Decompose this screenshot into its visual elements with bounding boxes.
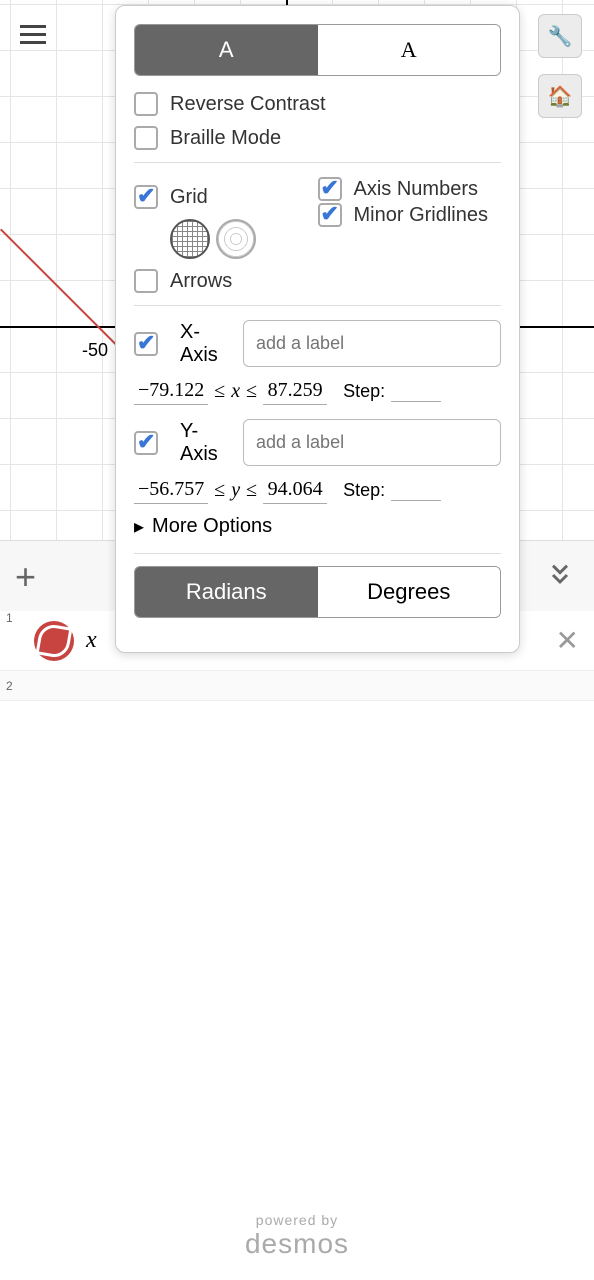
axis-numbers-label: Axis Numbers (354, 178, 478, 201)
chevron-right-icon: ▸ (134, 514, 144, 539)
divider (134, 305, 501, 306)
cartesian-grid-icon[interactable] (170, 219, 210, 259)
settings-button[interactable]: 🔧 (538, 14, 582, 58)
x-axis-label-input[interactable] (243, 320, 501, 367)
chevron-double-down-icon (546, 561, 574, 589)
x-range-row: −79.122 ≤ x ≤ 87.259 Step: (134, 377, 501, 405)
reverse-contrast-row[interactable]: Reverse Contrast (134, 92, 501, 116)
y-range-row: −56.757 ≤ y ≤ 94.064 Step: (134, 476, 501, 504)
radians-button[interactable]: Radians (135, 567, 318, 617)
expression-index: 2 (0, 679, 30, 693)
x-step-label: Step: (343, 381, 385, 402)
theme-light-button[interactable]: A (318, 25, 501, 75)
x-axis-checkbox[interactable] (134, 332, 158, 356)
arrows-label: Arrows (170, 270, 232, 293)
x-axis-label: X-Axis (180, 321, 233, 367)
y-axis-checkbox[interactable] (134, 431, 158, 455)
expression-text[interactable]: x (86, 627, 97, 654)
minor-gridlines-label: Minor Gridlines (354, 204, 488, 227)
delete-expression-button[interactable]: ✕ (556, 624, 579, 657)
minor-gridlines-checkbox[interactable] (318, 203, 342, 227)
polar-grid-icon[interactable] (216, 219, 256, 259)
degrees-button[interactable]: Degrees (318, 567, 501, 617)
grid-checkbox[interactable] (134, 185, 158, 209)
x-max-input[interactable]: 87.259 (263, 377, 327, 405)
brand-logo: desmos (0, 1228, 594, 1260)
add-expression-button[interactable]: + (15, 556, 36, 598)
y-min-input[interactable]: −56.757 (134, 476, 208, 504)
y-max-input[interactable]: 94.064 (263, 476, 327, 504)
axis-numbers-row[interactable]: Axis Numbers (318, 177, 502, 201)
minor-gridlines-row[interactable]: Minor Gridlines (318, 203, 502, 227)
x-step-input[interactable] (391, 380, 441, 402)
axis-tick-label: -50 (82, 340, 108, 361)
home-button[interactable]: 🏠 (538, 74, 582, 118)
reverse-contrast-label: Reverse Contrast (170, 93, 326, 116)
menu-button[interactable] (20, 20, 46, 49)
y-axis-label-input[interactable] (243, 419, 501, 466)
braille-mode-checkbox[interactable] (134, 126, 158, 150)
home-icon: 🏠 (548, 84, 573, 109)
grid-label: Grid (170, 186, 208, 209)
braille-mode-label: Braille Mode (170, 127, 281, 150)
theme-toggle: A A (134, 24, 501, 76)
footer: powered by desmos (0, 1212, 594, 1260)
wrench-icon: 🔧 (548, 24, 573, 49)
powered-by-text: powered by (0, 1212, 594, 1228)
arrows-row[interactable]: Arrows (134, 269, 501, 293)
more-options-label: More Options (152, 515, 272, 538)
reverse-contrast-checkbox[interactable] (134, 92, 158, 116)
x-min-input[interactable]: −79.122 (134, 377, 208, 405)
divider (134, 553, 501, 554)
theme-dark-button[interactable]: A (135, 25, 318, 75)
arrows-checkbox[interactable] (134, 269, 158, 293)
x-var: x (231, 380, 240, 403)
more-options-toggle[interactable]: ▸ More Options (134, 514, 501, 539)
y-step-input[interactable] (391, 479, 441, 501)
graph-settings-panel: A A Reverse Contrast Braille Mode Grid A… (115, 5, 520, 653)
y-var: y (231, 479, 240, 502)
collapse-button[interactable] (546, 561, 574, 594)
grid-row[interactable]: Grid (134, 185, 318, 209)
y-step-label: Step: (343, 480, 385, 501)
y-axis-label: Y-Axis (180, 420, 233, 466)
axis-numbers-checkbox[interactable] (318, 177, 342, 201)
expression-index: 1 (0, 611, 30, 625)
angle-toggle: Radians Degrees (134, 566, 501, 618)
expression-color-icon[interactable] (34, 621, 74, 661)
braille-mode-row[interactable]: Braille Mode (134, 126, 501, 150)
expression-row[interactable]: 2 (0, 671, 594, 701)
divider (134, 162, 501, 163)
